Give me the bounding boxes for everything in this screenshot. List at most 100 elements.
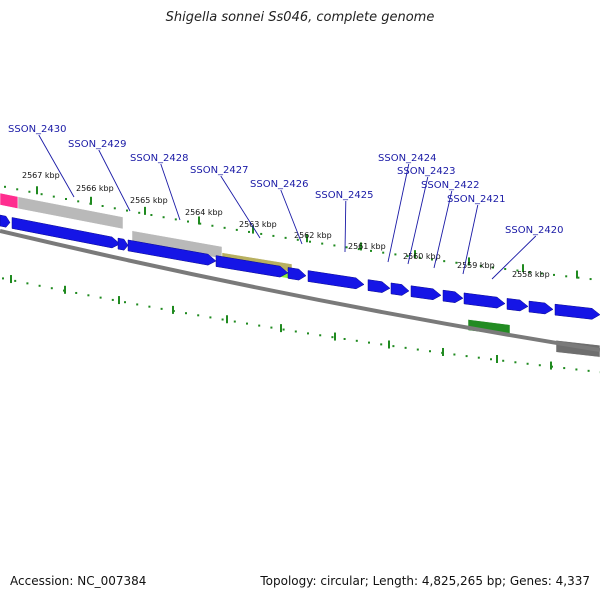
tick-dot bbox=[294, 330, 297, 333]
tick-dot bbox=[50, 287, 53, 290]
tick-dot bbox=[406, 255, 409, 258]
tick-dot bbox=[319, 334, 322, 337]
tick-dot bbox=[479, 264, 482, 267]
gene-label: SSON_2422 bbox=[421, 180, 480, 191]
gene-leader-line bbox=[280, 189, 303, 245]
tick-dot bbox=[514, 361, 517, 364]
tick-dot bbox=[394, 253, 397, 256]
tick-dot bbox=[162, 216, 165, 219]
gene-leader-line bbox=[220, 175, 261, 239]
gene-leader-line bbox=[160, 163, 181, 221]
cds-arrow bbox=[528, 300, 554, 315]
tick-dot bbox=[101, 205, 104, 208]
tick-dot bbox=[150, 214, 153, 217]
tick-dot bbox=[382, 251, 385, 254]
tick-major bbox=[496, 354, 498, 363]
tick-dot bbox=[126, 209, 128, 212]
kbp-label-group: 2567 kbp 2566 kbp 2565 kbp 2564 kbp 2563 kbp… bbox=[22, 171, 550, 279]
tick-dot bbox=[370, 249, 372, 252]
tick-dot bbox=[492, 266, 494, 269]
tick-dot bbox=[2, 277, 4, 280]
tick-dot bbox=[113, 207, 116, 210]
tick-major bbox=[90, 196, 92, 205]
tick-dot bbox=[477, 356, 480, 359]
tick-dot bbox=[502, 359, 505, 362]
gene-label: SSON_2429 bbox=[68, 139, 127, 150]
kbp-tick-label: 2558 kbp bbox=[512, 270, 550, 279]
tick-dot bbox=[52, 195, 55, 198]
tick-dot bbox=[465, 355, 468, 358]
tick-dot bbox=[526, 362, 529, 365]
tick-dot bbox=[577, 276, 580, 279]
tick-dot bbox=[16, 188, 19, 191]
kbp-tick-label: 2561 kbp bbox=[348, 242, 386, 251]
cds-arrow bbox=[463, 292, 506, 309]
tick-dot bbox=[99, 296, 102, 299]
tick-dot bbox=[28, 190, 31, 193]
tick-dot bbox=[38, 284, 41, 287]
tick-dot bbox=[258, 324, 261, 327]
tick-dot bbox=[260, 232, 263, 235]
tick-major bbox=[550, 361, 552, 370]
tick-dot bbox=[136, 303, 139, 306]
tick-dot bbox=[270, 326, 273, 329]
gene-label: SSON_2430 bbox=[8, 124, 67, 135]
tick-dot bbox=[138, 211, 141, 214]
kbp-tick-label: 2565 kbp bbox=[130, 196, 168, 205]
tick-dot bbox=[331, 336, 334, 339]
tick-dot bbox=[248, 230, 250, 233]
cds-arrow bbox=[215, 255, 289, 278]
tick-dot bbox=[392, 345, 395, 348]
cds-arrow bbox=[554, 303, 600, 320]
tick-dot bbox=[504, 268, 507, 271]
summary-text: Topology: circular; Length: 4,825,265 bp… bbox=[260, 574, 590, 588]
gene-leader-line bbox=[344, 200, 347, 253]
feature-block bbox=[0, 192, 19, 209]
tick-dot bbox=[197, 314, 200, 317]
tick-major bbox=[334, 332, 336, 341]
cds-arrow bbox=[390, 282, 410, 296]
kbp-tick-label: 2559 kbp bbox=[457, 261, 495, 270]
tick-major bbox=[252, 225, 254, 234]
tick-dot bbox=[233, 320, 236, 323]
tick-dot bbox=[404, 346, 407, 349]
tick-dot bbox=[77, 200, 80, 203]
tick-major bbox=[414, 250, 416, 259]
tick-dot bbox=[380, 343, 383, 346]
kbp-tick-label: 2563 kbp bbox=[239, 220, 277, 229]
tick-dot bbox=[284, 236, 287, 239]
gene-leader-line bbox=[407, 176, 429, 265]
tick-dot bbox=[111, 298, 114, 301]
tick-dot bbox=[246, 322, 248, 325]
tick-major bbox=[172, 305, 174, 314]
tick-dot bbox=[431, 258, 433, 261]
tick-dot bbox=[160, 307, 163, 310]
tick-dot bbox=[4, 185, 6, 188]
gene-leader-line bbox=[98, 149, 131, 212]
tick-major bbox=[10, 275, 12, 284]
gene-leader-line bbox=[387, 163, 410, 263]
tick-major bbox=[226, 315, 228, 324]
tick-dot bbox=[368, 341, 370, 344]
outer-tick-track bbox=[4, 185, 592, 281]
cds-arrow bbox=[11, 217, 121, 249]
gene-leader-line bbox=[462, 204, 479, 275]
kbp-tick-label: 2562 kbp bbox=[294, 231, 332, 240]
gene-label-group: SSON_2430SSON_2429SSON_2428SSON_2427SSON… bbox=[8, 124, 564, 280]
genome-backbone bbox=[0, 229, 600, 352]
tick-dot bbox=[553, 273, 555, 276]
tick-major bbox=[36, 186, 38, 195]
cds-track bbox=[0, 214, 600, 320]
tick-dot bbox=[199, 222, 202, 225]
tick-dot bbox=[453, 353, 456, 356]
tick-dot bbox=[174, 218, 177, 221]
tick-dot bbox=[333, 244, 336, 247]
cds-arrow bbox=[410, 285, 442, 301]
kbp-tick-label: 2566 kbp bbox=[76, 184, 114, 193]
gene-leader-line bbox=[38, 134, 75, 198]
cds-arrow bbox=[367, 279, 391, 293]
gene-leader-line bbox=[491, 235, 537, 280]
tick-dot bbox=[307, 332, 309, 335]
gene-label: SSON_2421 bbox=[447, 194, 506, 205]
